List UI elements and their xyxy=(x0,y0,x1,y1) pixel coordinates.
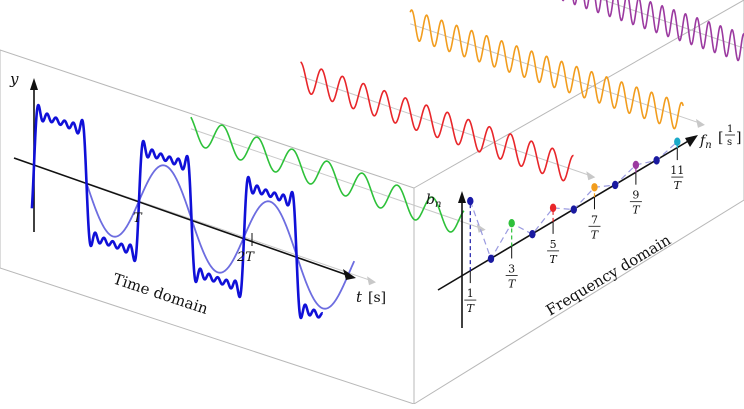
t-axis-unit: [s] xyxy=(368,290,386,306)
frequency-domain-caption: Frequency domain xyxy=(543,231,674,320)
freq-tick-denominator-7: T xyxy=(591,228,600,241)
spectrum-dot-n1 xyxy=(467,197,473,205)
frequency-axis-arrowhead xyxy=(685,135,698,147)
guide-line-h5 xyxy=(301,76,590,175)
freq-tick-denominator-3: T xyxy=(508,277,517,290)
guide-arrowhead-h7 xyxy=(696,119,705,128)
fn-unit: [ 1 s ] xyxy=(718,124,741,148)
y-axis-label: y xyxy=(9,70,19,88)
guide-line-h9 xyxy=(520,0,744,70)
time-domain-panel xyxy=(0,50,414,404)
freq-tick-numerator-9: 9 xyxy=(632,189,639,202)
spectrum-dot-n6 xyxy=(571,205,577,213)
spectrum-dot-n5 xyxy=(550,204,556,212)
fn-unit-close-bracket: ] xyxy=(736,130,741,146)
spectrum-dot-n10 xyxy=(653,156,659,164)
bn-subscript: n xyxy=(435,199,441,210)
bn-letter: b xyxy=(426,192,435,208)
spectrum-dot-n3 xyxy=(508,219,514,227)
spectrum-dot-n2 xyxy=(488,255,494,263)
freq-tick-numerator-3: 3 xyxy=(508,262,515,275)
spectrum-dot-n11 xyxy=(674,138,680,146)
guide-arrowhead-h5 xyxy=(586,171,595,180)
fn-subscript: n xyxy=(705,140,711,151)
freq-tick-denominator-5: T xyxy=(549,253,558,266)
y-axis-arrowhead xyxy=(30,78,38,90)
freq-tick-denominator-11: T xyxy=(674,179,683,192)
tick-T-label: T xyxy=(133,211,143,226)
spectrum-dot-n4 xyxy=(529,230,535,238)
fn-unit-denominator: s xyxy=(727,137,732,148)
freq-tick-numerator-5: 5 xyxy=(550,238,557,251)
spectrum-dot-n9 xyxy=(633,161,639,169)
time-axis xyxy=(14,158,350,276)
fn-unit-numerator: 1 xyxy=(727,124,733,135)
freq-tick-denominator-1: T xyxy=(467,302,476,315)
spectrum-dot-n7 xyxy=(591,183,597,191)
harmonic-wave-n9 xyxy=(520,0,744,76)
harmonic-wave-n7 xyxy=(410,10,683,129)
bn-axis-label: bn xyxy=(426,192,441,210)
tick-2T-label: 2T xyxy=(236,250,255,265)
freq-tick-denominator-9: T xyxy=(632,204,641,217)
freq-tick-numerator-1: 1 xyxy=(467,287,474,300)
harmonic-wave-n5 xyxy=(301,62,574,181)
spectrum-dot-n8 xyxy=(612,181,618,189)
harmonic-wave-n3 xyxy=(191,117,464,232)
guide-arrowhead-h1 xyxy=(367,276,376,285)
bn-axis-arrowhead xyxy=(458,191,466,203)
freq-tick-numerator-11: 11 xyxy=(670,164,684,177)
fn-axis-label: fn xyxy=(699,133,712,151)
t-axis-label: t xyxy=(356,288,363,306)
fn-unit-open-bracket: [ xyxy=(718,130,723,146)
freq-tick-numerator-7: 7 xyxy=(591,213,598,226)
